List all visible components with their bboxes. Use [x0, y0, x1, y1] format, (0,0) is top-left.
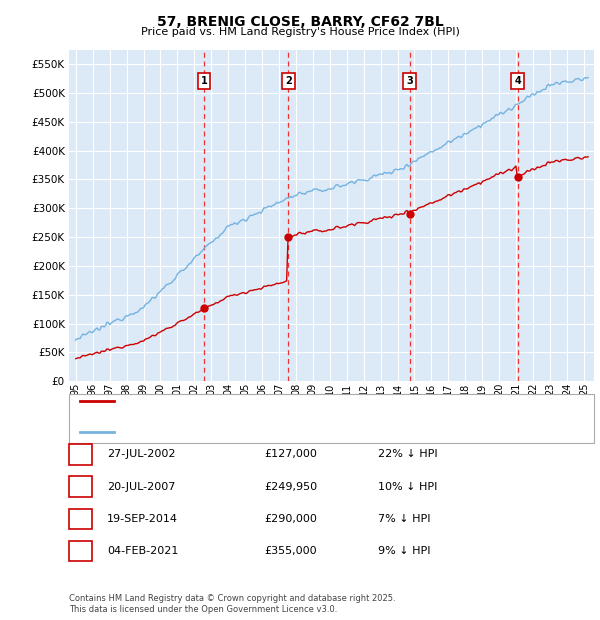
Text: £127,000: £127,000 [264, 450, 317, 459]
Text: 10% ↓ HPI: 10% ↓ HPI [378, 482, 437, 492]
Text: 1: 1 [200, 76, 208, 86]
Text: 9% ↓ HPI: 9% ↓ HPI [378, 546, 431, 556]
Text: 20-JUL-2007: 20-JUL-2007 [107, 482, 175, 492]
Text: 2: 2 [77, 482, 84, 492]
Text: 57, BRENIG CLOSE, BARRY, CF62 7BL (detached house): 57, BRENIG CLOSE, BARRY, CF62 7BL (detac… [121, 396, 392, 406]
Text: Price paid vs. HM Land Registry's House Price Index (HPI): Price paid vs. HM Land Registry's House … [140, 27, 460, 37]
Text: 57, BRENIG CLOSE, BARRY, CF62 7BL: 57, BRENIG CLOSE, BARRY, CF62 7BL [157, 15, 443, 29]
Text: 1: 1 [77, 450, 84, 459]
Text: £290,000: £290,000 [264, 514, 317, 524]
Text: 22% ↓ HPI: 22% ↓ HPI [378, 450, 437, 459]
Text: £249,950: £249,950 [264, 482, 317, 492]
Text: £355,000: £355,000 [264, 546, 317, 556]
Text: 19-SEP-2014: 19-SEP-2014 [107, 514, 178, 524]
Text: 3: 3 [77, 514, 84, 524]
Text: 7% ↓ HPI: 7% ↓ HPI [378, 514, 431, 524]
Text: 2: 2 [285, 76, 292, 86]
Text: 4: 4 [76, 546, 85, 556]
Text: 04-FEB-2021: 04-FEB-2021 [107, 546, 178, 556]
Text: 4: 4 [514, 76, 521, 86]
Text: 27-JUL-2002: 27-JUL-2002 [107, 450, 175, 459]
Text: 3: 3 [406, 76, 413, 86]
Text: Contains HM Land Registry data © Crown copyright and database right 2025.
This d: Contains HM Land Registry data © Crown c… [69, 595, 395, 614]
Text: HPI: Average price, detached house, Vale of Glamorgan: HPI: Average price, detached house, Vale… [121, 427, 392, 437]
